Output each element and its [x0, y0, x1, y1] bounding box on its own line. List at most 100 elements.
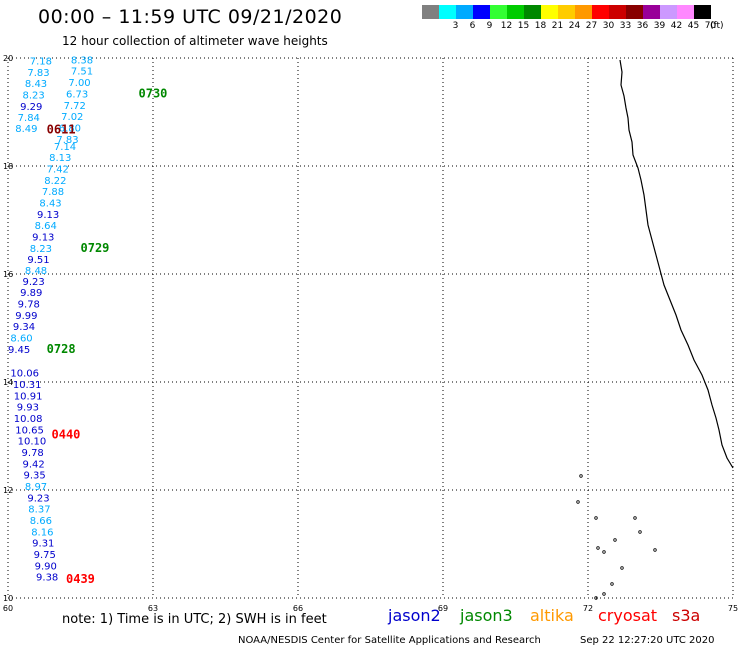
legend-tick-label: 21	[551, 21, 564, 31]
legend-swatch	[541, 5, 558, 19]
wave-height-value: 7.14	[54, 142, 76, 153]
island-outline	[576, 500, 580, 504]
island-outline	[653, 548, 657, 552]
legend-swatch	[456, 5, 473, 19]
wave-height-value: 8.64	[35, 221, 57, 232]
wave-height-value: 10.08	[14, 414, 43, 425]
satellite-name-s3a: s3a	[672, 606, 701, 625]
legend-swatch	[439, 5, 456, 19]
legend-tick-label: 18	[534, 21, 547, 31]
legend-tick-label: 30	[602, 21, 615, 31]
wave-height-value: 8.43	[25, 79, 47, 90]
wave-height-value: 9.29	[20, 102, 42, 113]
legend-swatch	[473, 5, 490, 19]
wave-height-value: 9.51	[27, 255, 49, 266]
wave-height-value: 7.42	[47, 164, 69, 175]
island-outline	[579, 474, 583, 478]
satellite-name-altika: altika	[530, 606, 574, 625]
legend-swatch	[575, 5, 592, 19]
wave-height-value: 7.51	[71, 67, 93, 78]
wave-height-value: 9.42	[23, 459, 45, 470]
wave-height-value: 7.88	[42, 187, 64, 198]
legend-swatch	[524, 5, 541, 19]
wave-height-value: 7.18	[30, 56, 52, 67]
wave-height-value: 9.75	[34, 550, 56, 561]
wave-height-value: 8.97	[25, 482, 47, 493]
legend-swatch	[660, 5, 677, 19]
wave-height-value: 9.78	[22, 448, 44, 459]
pass-time-labels: 0730 0611 0729 0728 0440 0439	[47, 86, 168, 585]
legend-tick-label: 15	[517, 21, 530, 31]
island-outline	[638, 530, 642, 534]
pass-time-label: 0439	[66, 572, 95, 586]
legend-swatch	[422, 5, 439, 19]
wave-height-value: 10.65	[15, 425, 44, 436]
wave-height-value: 6.80	[59, 123, 81, 134]
lon-tick-label: 66	[293, 604, 303, 613]
legend-swatch	[626, 5, 643, 19]
wave-height-value: 8.23	[23, 91, 45, 102]
wave-height-value: 7.02	[61, 112, 83, 123]
satellite-name-jason3: jason3	[460, 606, 513, 625]
wave-height-value: 8.66	[30, 516, 52, 527]
lat-tick-label: 12	[3, 486, 13, 495]
lon-tick-label: 72	[583, 604, 593, 613]
legend-tick-label: 39	[653, 21, 666, 31]
wave-height-value: 8.16	[31, 527, 53, 538]
wave-height-value: 9.99	[15, 311, 37, 322]
island-outline	[602, 592, 606, 596]
legend-tick-label: 27	[585, 21, 598, 31]
lat-tick-label: 16	[3, 270, 13, 279]
wave-height-value: 9.23	[27, 493, 49, 504]
legend-tick-label: 33	[619, 21, 632, 31]
pass-time-label: 0729	[81, 241, 110, 255]
legend-swatch	[694, 5, 711, 19]
island-outline	[596, 546, 600, 550]
wave-height-value: 7.84	[18, 113, 40, 124]
coastline-path	[619, 59, 734, 469]
island-outline	[594, 516, 598, 520]
legend-swatch	[507, 5, 524, 19]
wave-height-value: 8.60	[10, 334, 32, 345]
legend-tick-label: 12	[500, 21, 513, 31]
legend-tick-label: 24	[568, 21, 581, 31]
legend-swatch	[490, 5, 507, 19]
island-outline	[610, 582, 614, 586]
legend-swatch	[609, 5, 626, 19]
wave-height-value: 10.31	[13, 380, 42, 391]
wave-height-value: 7.83	[56, 135, 78, 146]
axis-tick-labels: 60 63 66 69 72 75 10 12 14 16 18 20	[3, 54, 738, 613]
wave-height-value: 9.93	[17, 403, 39, 414]
legend-tick-label: 6	[469, 21, 476, 31]
wave-height-value: 9.35	[23, 471, 45, 482]
wave-height-value: 7.72	[64, 101, 86, 112]
lat-tick-label: 14	[3, 378, 13, 387]
wave-height-value: 8.13	[49, 153, 71, 164]
wave-height-value: 9.13	[37, 210, 59, 221]
wave-height-value: 10.91	[14, 391, 43, 402]
wave-height-value: 7.83	[27, 68, 49, 79]
wave-height-value: 6.73	[66, 89, 88, 100]
pass-time-label: 0440	[52, 428, 81, 442]
wave-height-value: 9.31	[32, 539, 54, 550]
lat-lon-grid	[7, 57, 734, 599]
wave-height-value: 9.90	[35, 561, 57, 572]
legend-unit: (ft)	[710, 21, 724, 31]
island-outline	[594, 596, 598, 600]
wave-height-value: 9.78	[18, 299, 40, 310]
legend-swatch	[677, 5, 694, 19]
legend-tick-label: 42	[670, 21, 683, 31]
lat-tick-label: 10	[3, 594, 13, 603]
page-subtitle: 12 hour collection of altimeter wave hei…	[62, 34, 328, 48]
legend-tick-label: 70	[704, 21, 717, 31]
page-title: 00:00 – 11:59 UTC 09/21/2020	[38, 6, 343, 28]
wave-height-value: 8.38	[71, 55, 93, 66]
footer-note: note: 1) Time is in UTC; 2) SWH is in fe…	[62, 612, 327, 627]
wave-height-value: 10.06	[10, 369, 39, 380]
legend-swatch	[558, 5, 575, 19]
lat-tick-label: 18	[3, 162, 13, 171]
wave-height-value: 9.23	[23, 277, 45, 288]
island-outline	[633, 516, 637, 520]
pass-time-label: 0611	[47, 123, 76, 137]
